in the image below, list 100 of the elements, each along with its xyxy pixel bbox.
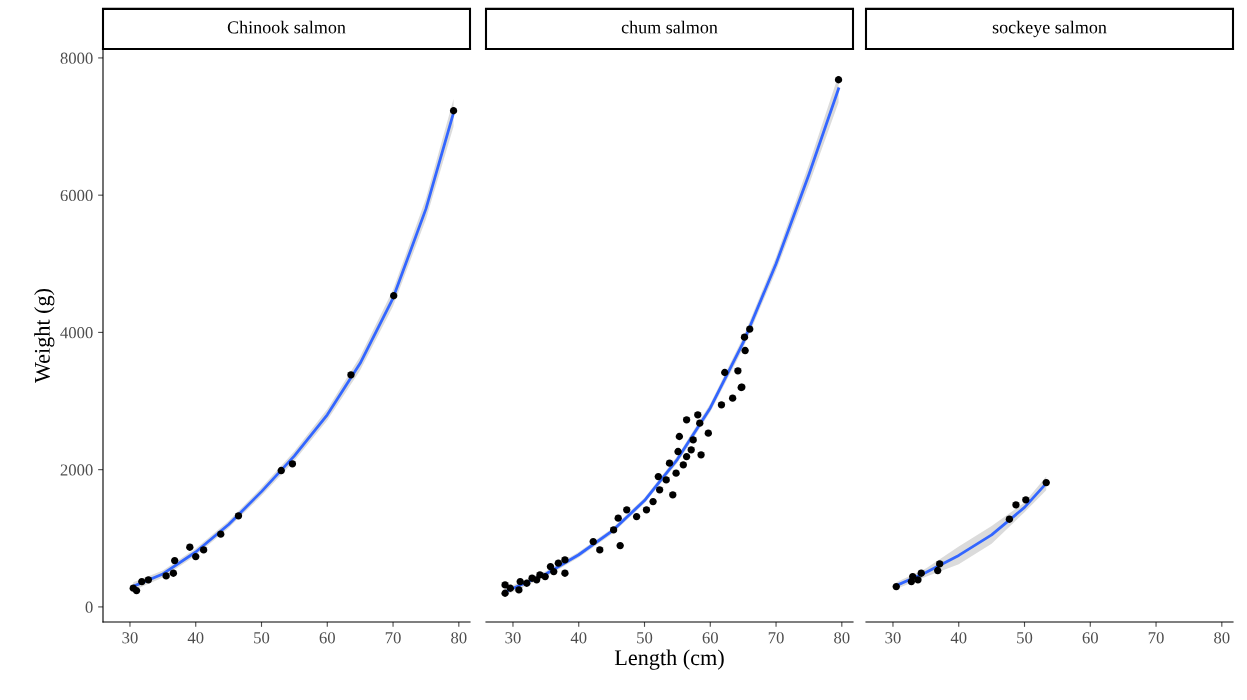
point: [675, 432, 684, 441]
point: [721, 368, 729, 377]
chart-title: sockeye salmon: [992, 20, 1107, 38]
point: [697, 451, 705, 459]
point: [132, 586, 141, 595]
point: [1022, 496, 1030, 504]
point: [669, 491, 677, 499]
y-axis-title: Weight (g): [34, 288, 55, 384]
point: [614, 514, 622, 522]
point: [390, 292, 398, 300]
point: [561, 569, 569, 577]
point: [632, 512, 641, 521]
point: [914, 576, 922, 584]
point: [138, 577, 146, 586]
chart-title: chum salmon: [621, 20, 718, 34]
x-tick-label: 50: [254, 632, 270, 644]
point: [704, 429, 712, 437]
point: [277, 466, 285, 475]
point: [909, 572, 917, 581]
x-tick-label: 40: [950, 632, 967, 644]
y-tick-label: 0: [85, 601, 93, 613]
x-tick-label: 80: [834, 632, 850, 644]
point: [654, 472, 662, 481]
x-tick-label: 70: [385, 632, 401, 644]
point: [682, 416, 691, 424]
y-tick-label: 4000: [60, 327, 93, 339]
x-tick-label: 60: [319, 632, 335, 644]
point: [734, 367, 742, 375]
x-tick-label: 30: [505, 632, 521, 644]
point: [834, 76, 843, 84]
x-tick-label: 70: [768, 632, 784, 644]
x-tick-label: 50: [1017, 632, 1033, 644]
point: [501, 589, 509, 597]
point: [1042, 478, 1050, 487]
x-tick-label: 40: [187, 632, 204, 644]
y-tick-label: 8000: [60, 52, 93, 64]
x-tick-label: 70: [1148, 632, 1164, 644]
point: [523, 579, 531, 587]
point: [717, 401, 726, 409]
point: [516, 577, 524, 586]
point: [234, 512, 243, 520]
point: [655, 486, 664, 494]
point: [449, 107, 458, 115]
point: [192, 552, 200, 561]
point: [186, 543, 194, 551]
point: [696, 419, 704, 427]
y-tick-label: 6000: [60, 189, 93, 202]
x-tick-label: 30: [122, 632, 138, 644]
x-tick-label: 60: [702, 632, 718, 644]
point: [550, 567, 558, 576]
point: [649, 497, 657, 506]
x-axis-title: Length (cm): [614, 649, 724, 670]
point: [892, 582, 900, 591]
y-tick-label: 2000: [60, 464, 93, 476]
point: [689, 436, 697, 444]
point: [934, 566, 942, 575]
point: [171, 556, 179, 565]
point: [609, 526, 618, 534]
point: [935, 560, 944, 568]
point: [616, 541, 624, 550]
point: [672, 469, 680, 477]
point: [288, 460, 297, 468]
point: [162, 572, 170, 580]
chart-title: Chinook salmon: [227, 20, 346, 34]
point: [546, 562, 555, 571]
point: [687, 446, 695, 454]
point: [561, 556, 569, 564]
point: [596, 546, 604, 554]
point: [501, 581, 509, 589]
x-tick-label: 80: [451, 632, 467, 644]
point: [665, 459, 674, 467]
point: [682, 452, 691, 461]
point: [694, 411, 702, 419]
point: [589, 537, 597, 546]
point: [199, 546, 208, 554]
x-tick-label: 50: [637, 632, 653, 644]
x-tick-label: 30: [885, 632, 901, 644]
point: [917, 569, 925, 577]
point: [554, 559, 563, 567]
point: [169, 569, 178, 577]
point: [217, 530, 225, 538]
point: [1012, 501, 1020, 509]
point: [740, 333, 749, 341]
point: [679, 461, 687, 469]
point: [515, 586, 523, 594]
point: [662, 476, 670, 484]
point: [532, 576, 541, 584]
x-tick-label: 80: [1214, 632, 1230, 644]
x-tick-label: 40: [570, 632, 587, 644]
point: [741, 346, 749, 355]
point: [144, 576, 153, 584]
point: [674, 447, 682, 456]
point: [541, 572, 549, 581]
point: [642, 506, 651, 514]
point: [728, 394, 737, 402]
point: [746, 325, 754, 333]
point: [1005, 515, 1014, 523]
point: [623, 506, 631, 514]
x-tick-label: 60: [1082, 632, 1098, 644]
point: [347, 371, 355, 379]
